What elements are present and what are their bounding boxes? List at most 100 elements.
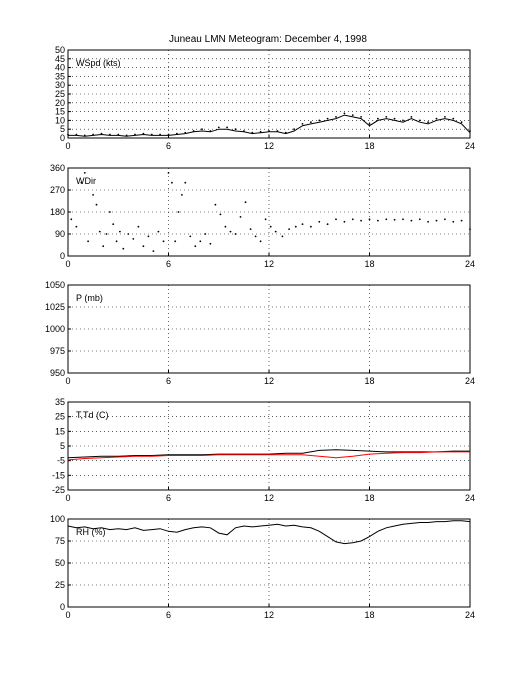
data-point xyxy=(244,201,247,204)
series-line xyxy=(67,449,470,459)
y-tick-label: 35 xyxy=(55,397,65,407)
panel-label: WDir xyxy=(76,176,96,186)
data-point xyxy=(122,247,125,250)
panel-2: 0 6 12 18 24 950 975 1000 1025 1050 P (mb) xyxy=(45,280,475,386)
y-tick-label: 0 xyxy=(60,251,65,261)
x-tick-label: 0 xyxy=(65,259,70,269)
series-line xyxy=(68,114,471,137)
x-tick-label: 12 xyxy=(264,610,274,620)
data-point xyxy=(181,194,183,196)
y-tick-label: 10 xyxy=(55,115,65,125)
data-point xyxy=(294,225,297,228)
data-point xyxy=(393,218,396,221)
data-point xyxy=(83,172,86,174)
data-point xyxy=(249,228,252,231)
y-tick-label: 15 xyxy=(55,107,65,117)
data-point xyxy=(201,128,203,131)
x-tick-label: 18 xyxy=(364,493,374,503)
data-point xyxy=(234,233,237,235)
data-point xyxy=(288,228,290,231)
data-point xyxy=(418,119,421,122)
figure-title: Juneau LMN Meteogram: December 4, 1998 xyxy=(169,34,367,45)
x-tick-label: 0 xyxy=(65,141,70,151)
x-tick-label: 18 xyxy=(364,610,374,620)
data-point xyxy=(109,211,111,213)
x-tick-label: 12 xyxy=(264,376,274,386)
data-point xyxy=(98,230,101,233)
data-point xyxy=(157,230,160,233)
x-tick-label: 24 xyxy=(465,493,475,503)
data-point xyxy=(127,233,130,235)
y-tick-label: 1050 xyxy=(45,280,65,290)
data-point xyxy=(204,233,207,235)
data-point xyxy=(418,218,421,221)
data-point xyxy=(460,121,463,124)
data-point xyxy=(318,220,321,223)
data-point xyxy=(226,126,229,129)
y-tick-label: 40 xyxy=(55,63,65,73)
data-point xyxy=(444,218,446,221)
data-point xyxy=(254,235,257,238)
y-tick-label: 45 xyxy=(55,54,65,64)
x-tick-label: 0 xyxy=(65,610,70,620)
x-tick-label: 6 xyxy=(166,610,171,620)
y-tick-label: 950 xyxy=(50,368,65,378)
y-tick-label: 25 xyxy=(55,89,65,99)
data-point xyxy=(385,218,388,221)
data-point xyxy=(318,119,321,122)
data-point xyxy=(259,240,262,243)
data-point xyxy=(177,211,180,213)
data-point xyxy=(452,220,455,223)
y-tick-label: 5 xyxy=(60,124,65,134)
data-point xyxy=(239,216,242,218)
data-point xyxy=(310,225,312,228)
data-point xyxy=(452,117,455,120)
data-point xyxy=(393,117,396,120)
y-tick-label: 180 xyxy=(50,207,65,217)
data-point xyxy=(435,117,438,120)
x-tick-label: 6 xyxy=(166,376,171,386)
data-point xyxy=(229,230,232,233)
data-point xyxy=(293,128,295,131)
data-point xyxy=(105,233,108,235)
data-point xyxy=(152,250,155,253)
data-point xyxy=(281,235,284,238)
panel-label: WSpd (kts) xyxy=(76,58,121,68)
data-point xyxy=(95,203,98,206)
data-point xyxy=(360,219,362,222)
y-tick-label: 1025 xyxy=(45,302,65,312)
data-point xyxy=(301,223,304,226)
panel-4: 0 6 12 18 24 0 25 50 75 100 RH (%) xyxy=(50,514,475,620)
data-point xyxy=(142,245,145,248)
y-tick-label: 1000 xyxy=(45,324,65,334)
x-tick-label: 18 xyxy=(364,376,374,386)
data-point xyxy=(171,181,173,184)
data-point xyxy=(274,230,277,233)
data-point xyxy=(343,220,346,223)
data-point xyxy=(368,218,371,221)
data-point xyxy=(269,225,272,228)
data-point xyxy=(435,219,438,222)
data-point xyxy=(224,225,227,228)
x-tick-label: 18 xyxy=(364,259,374,269)
x-tick-label: 0 xyxy=(65,493,70,503)
data-point xyxy=(310,121,312,124)
data-point xyxy=(167,172,170,174)
panel-1: 0 6 12 18 24 0 90 180 270 360 WDir xyxy=(50,163,475,269)
series-line xyxy=(67,451,470,461)
data-point xyxy=(217,126,220,129)
data-point xyxy=(335,218,337,221)
data-point xyxy=(70,218,73,221)
data-point xyxy=(377,219,379,222)
data-point xyxy=(377,117,379,120)
x-tick-label: 6 xyxy=(166,259,171,269)
y-tick-label: 75 xyxy=(55,536,65,546)
y-tick-label: 975 xyxy=(50,346,65,356)
data-point xyxy=(469,228,471,231)
y-tick-label: -5 xyxy=(57,456,65,466)
data-point xyxy=(385,116,388,118)
data-point xyxy=(460,219,463,222)
data-point xyxy=(209,242,212,245)
data-point xyxy=(112,223,115,226)
